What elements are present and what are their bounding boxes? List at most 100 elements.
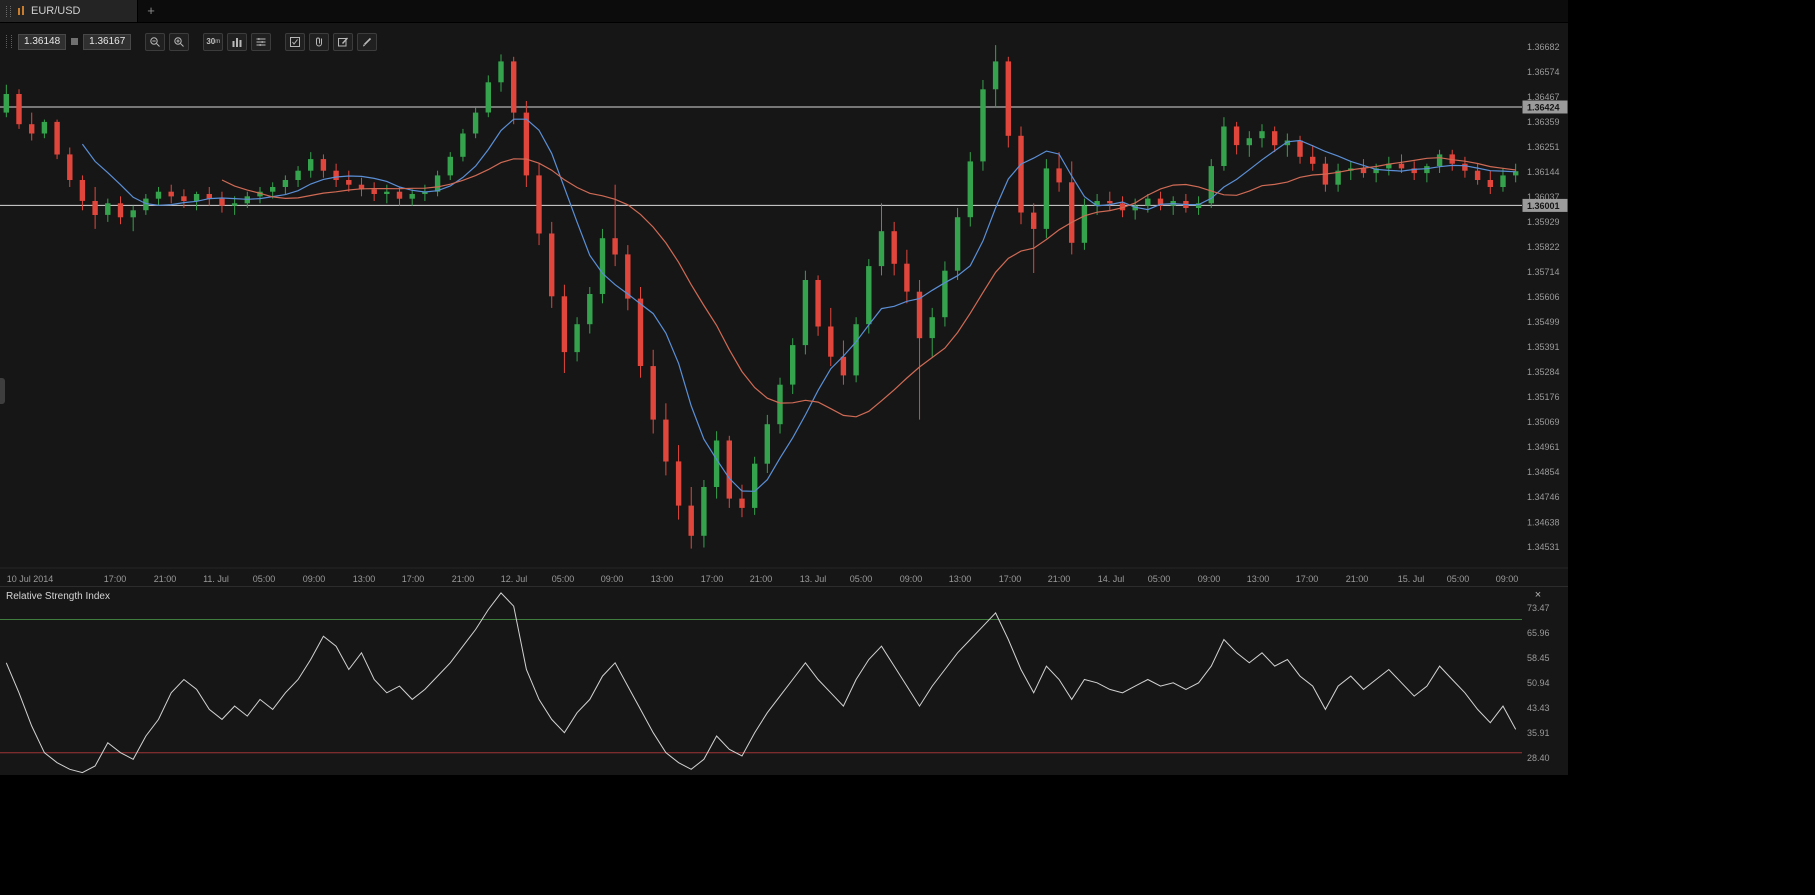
time-axis-label: 17:00: [1296, 574, 1319, 584]
price-chart[interactable]: 1.36682 1.36574 1.36467 1.36359 1.36251 1.361…: [0, 22, 1568, 586]
price-axis-label: 1.36037: [1527, 192, 1560, 202]
time-axis-label: 13:00: [353, 574, 376, 584]
ask-price[interactable]: 1.36167: [83, 33, 132, 50]
select-tool-button[interactable]: [285, 32, 306, 51]
price-axis-label: 1.35069: [1527, 417, 1560, 427]
rsi-title: Relative Strength Index: [6, 591, 110, 602]
timeframe-unit-label: m: [215, 38, 221, 45]
indicators-button[interactable]: [251, 32, 272, 51]
timeframe-label: 30: [206, 36, 216, 46]
price-axis-label: 1.35714: [1527, 267, 1560, 277]
attach-button[interactable]: [309, 32, 330, 51]
tab-bar: EUR/USD +: [0, 0, 1568, 23]
time-axis-label: 09:00: [1198, 574, 1221, 584]
checkbox-icon: [290, 36, 301, 47]
time-axis-label: 05:00: [552, 574, 575, 584]
rsi-axis-label: 35.91: [1527, 728, 1550, 738]
time-axis-label: 21:00: [452, 574, 475, 584]
toolbar-drag-handle[interactable]: [6, 35, 12, 48]
magnifier-minus-icon: [150, 36, 161, 47]
price-axis-label: 1.34638: [1527, 517, 1560, 527]
chart-toolbar: 1.36148 1.36167 30 m: [6, 32, 378, 51]
price-axis-label: 1.35391: [1527, 342, 1560, 352]
panel-collapse-handle[interactable]: [0, 378, 5, 404]
price-axis-label: 1.35284: [1527, 367, 1560, 377]
price-axis-label: 1.35822: [1527, 242, 1560, 252]
price-axis-label: 1.34746: [1527, 492, 1560, 502]
rsi-axis-label: 28.40: [1527, 753, 1550, 763]
edit-button[interactable]: [333, 32, 354, 51]
time-axis-label: 05:00: [253, 574, 276, 584]
bid-price[interactable]: 1.36148: [18, 33, 67, 50]
time-axis-label: 21:00: [1048, 574, 1071, 584]
time-axis-label: 15. Jul: [1398, 574, 1425, 584]
rsi-line: [5, 592, 1517, 774]
time-axis-label: 17:00: [104, 574, 127, 584]
time-axis-label: 21:00: [750, 574, 773, 584]
time-axis-label: 09:00: [303, 574, 326, 584]
trading-app-window: 1.36682 1.36574 1.36467 1.36359 1.36251 1.361…: [0, 0, 1568, 775]
rsi-close-button[interactable]: ×: [1531, 588, 1545, 602]
rsi-axis-label: 43.43: [1527, 703, 1550, 713]
price-axis-label: 1.34531: [1527, 542, 1560, 552]
time-axis-label: 12. Jul: [501, 574, 528, 584]
price-axis-label: 1.36251: [1527, 142, 1560, 152]
rsi-axis: 73.47 65.96 58.45 50.94 43.43 35.91 28.40: [1527, 603, 1550, 763]
tab-eurusd[interactable]: EUR/USD: [0, 0, 138, 22]
time-axis-label: 05:00: [1148, 574, 1171, 584]
price-tag: [1522, 100, 1568, 114]
rsi-panel: 73.47 65.96 58.45 50.94 43.43 35.91 28.40 Rela…: [0, 586, 1568, 775]
price-axis[interactable]: 1.36682 1.36574 1.36467 1.36359 1.36251 1.361…: [1522, 42, 1568, 552]
time-axis-label: 17:00: [999, 574, 1022, 584]
price-axis-label: 1.35929: [1527, 217, 1560, 227]
time-axis-label: 09:00: [900, 574, 923, 584]
time-axis-label: 13:00: [949, 574, 972, 584]
price-tag-label: 1.36001: [1527, 201, 1560, 211]
chart-type-button[interactable]: [227, 32, 248, 51]
time-axis-label: 17:00: [402, 574, 425, 584]
time-axis[interactable]: 10 Jul 2014 17:00 21:00 11. Jul 05:00 09:00 13…: [7, 574, 1519, 584]
price-axis-label: 1.35499: [1527, 317, 1560, 327]
bar-chart-icon: [232, 37, 242, 47]
price-axis-label: 1.35176: [1527, 392, 1560, 402]
spread-indicator: [71, 38, 79, 45]
price-axis-label: 1.36467: [1527, 92, 1560, 102]
rsi-axis-label: 58.45: [1527, 653, 1550, 663]
zoom-out-button[interactable]: [145, 32, 166, 51]
pen-icon: [363, 37, 372, 46]
new-tab-button[interactable]: +: [143, 3, 159, 19]
price-tag: [1522, 198, 1568, 212]
tab-grip-icon: [6, 5, 11, 17]
time-axis-label: 14. Jul: [1098, 574, 1125, 584]
price-axis-label: 1.34961: [1527, 442, 1560, 452]
time-axis-label: 10 Jul 2014: [7, 574, 54, 584]
instrument-icon: [18, 6, 24, 15]
candles-layer: [3, 45, 1519, 549]
pencil-square-icon: [338, 37, 349, 46]
rsi-chart[interactable]: 73.47 65.96 58.45 50.94 43.43 35.91 28.40: [0, 587, 1568, 775]
paperclip-icon: [316, 37, 323, 46]
timeframe-button[interactable]: 30 m: [203, 32, 224, 51]
indicator-lines-icon: [256, 37, 266, 46]
draw-button[interactable]: [357, 32, 378, 51]
rsi-axis-label: 50.94: [1527, 678, 1550, 688]
price-tag-label: 1.36424: [1527, 103, 1560, 113]
time-axis-label: 09:00: [601, 574, 624, 584]
time-axis-label: 21:00: [1346, 574, 1369, 584]
time-axis-label: 09:00: [1496, 574, 1519, 584]
time-axis-label: 17:00: [701, 574, 724, 584]
price-axis-label: 1.36144: [1527, 167, 1560, 177]
zoom-in-button[interactable]: [169, 32, 190, 51]
magnifier-plus-icon: [174, 36, 185, 47]
ma-fast-line: [81, 118, 1516, 492]
ma-slow-line: [221, 157, 1516, 418]
price-axis-label: 1.35606: [1527, 292, 1560, 302]
time-axis-label: 21:00: [154, 574, 177, 584]
rsi-axis-label: 73.47: [1527, 603, 1550, 613]
time-axis-label: 13:00: [1247, 574, 1270, 584]
price-axis-label: 1.36574: [1527, 67, 1560, 77]
price-axis-label: 1.34854: [1527, 467, 1560, 477]
time-axis-label: 05:00: [850, 574, 873, 584]
time-axis-label: 13. Jul: [800, 574, 827, 584]
tab-label: EUR/USD: [31, 5, 81, 17]
